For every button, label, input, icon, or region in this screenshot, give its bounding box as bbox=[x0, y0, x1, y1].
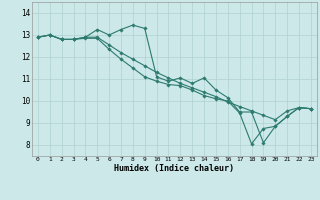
X-axis label: Humidex (Indice chaleur): Humidex (Indice chaleur) bbox=[115, 164, 234, 173]
